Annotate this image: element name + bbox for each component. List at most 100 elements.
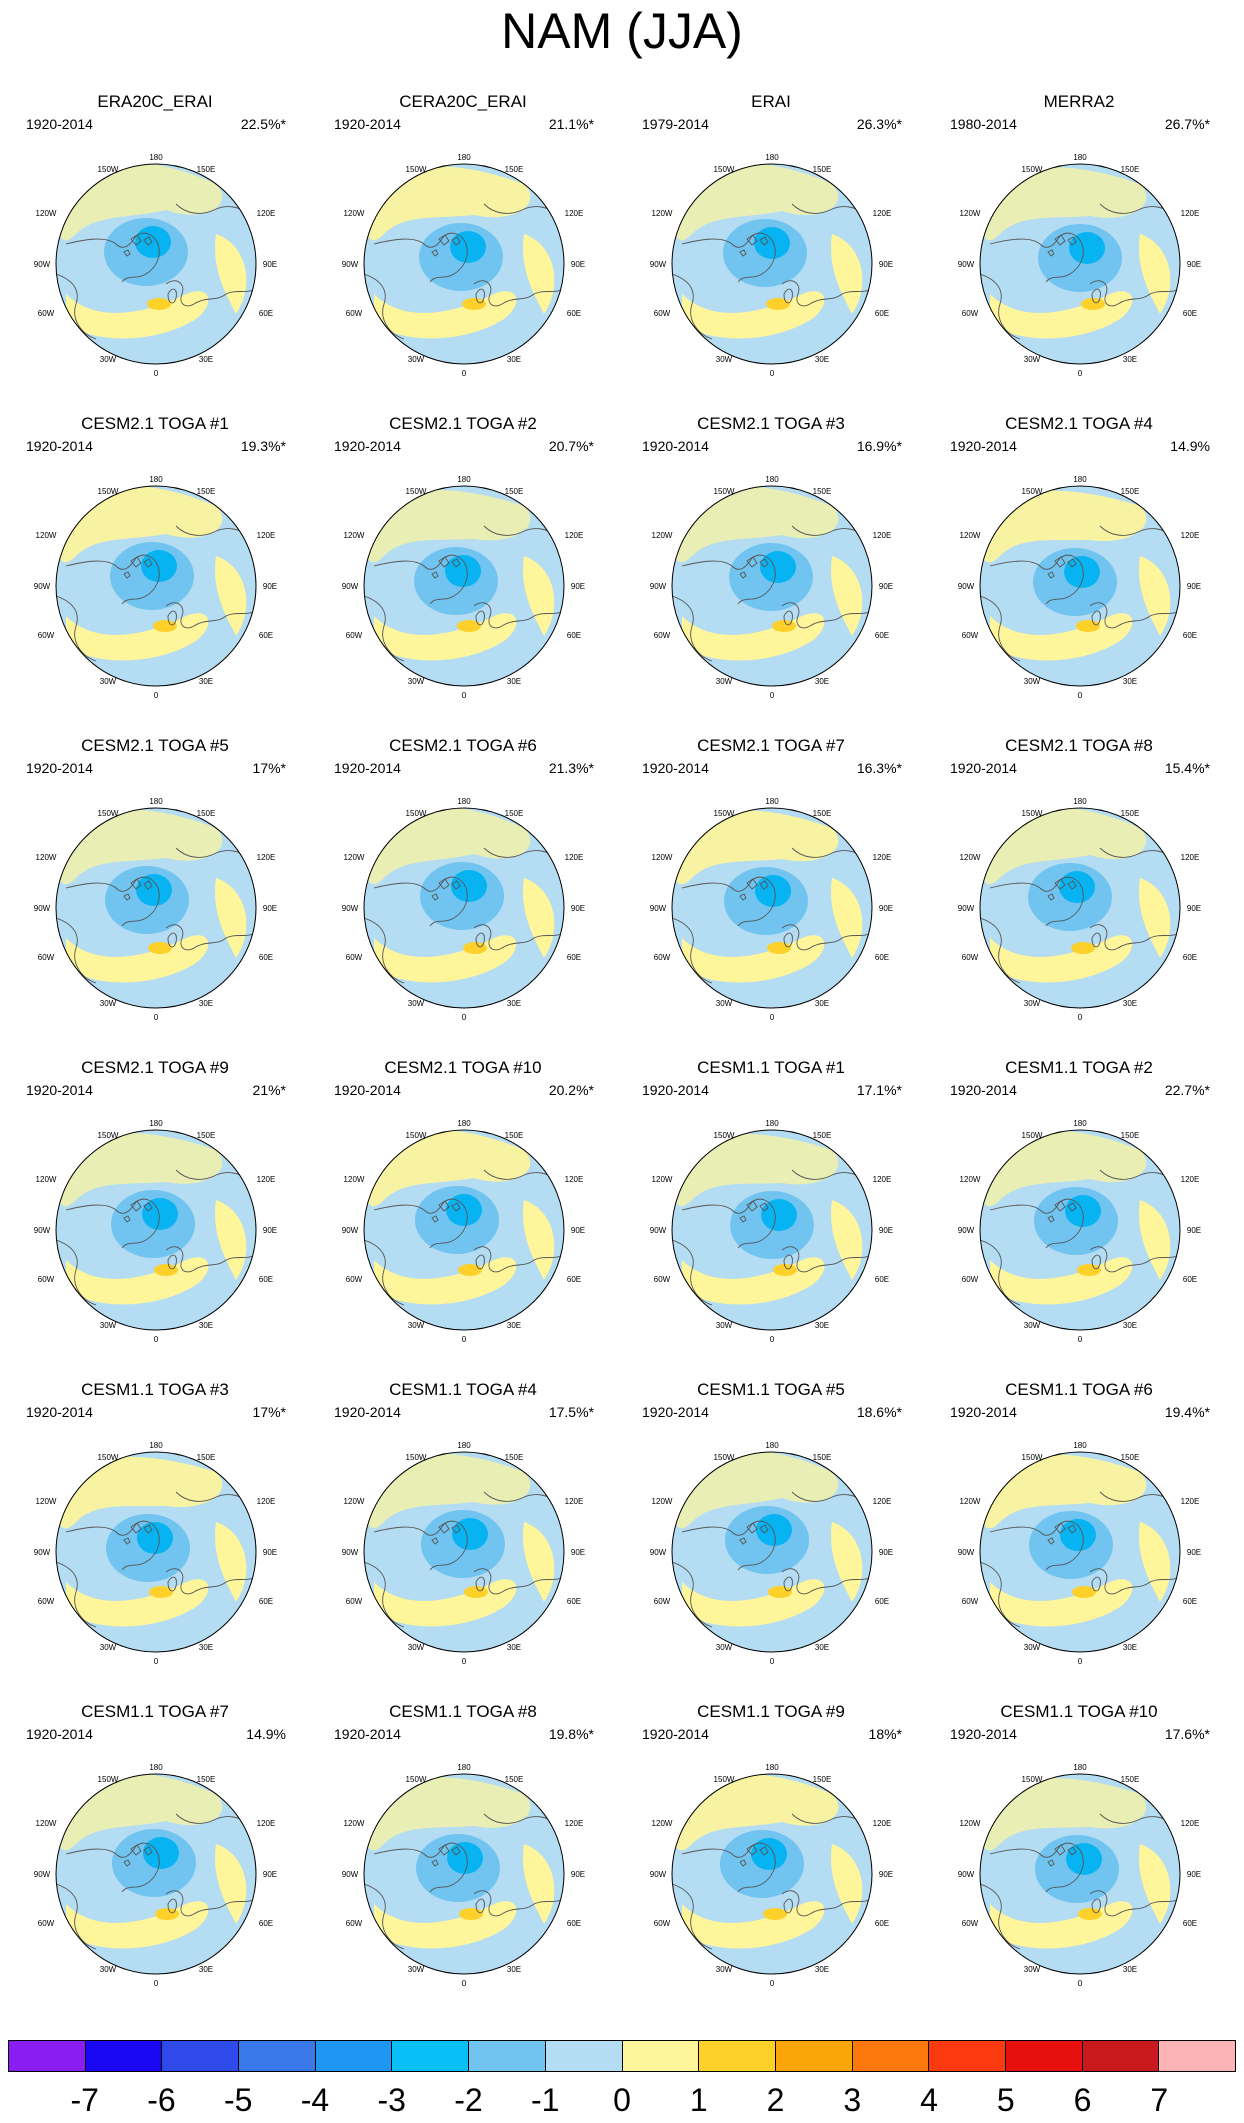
- lon-label: 180: [457, 153, 471, 162]
- lon-label: 30W: [408, 355, 425, 364]
- lon-label: 120E: [1181, 853, 1200, 862]
- lon-label: 60E: [259, 309, 273, 318]
- panel-title: ERA20C_ERAI: [97, 92, 213, 111]
- strong-negative-anomaly: [450, 231, 486, 263]
- panel-period: 1920-2014: [334, 116, 401, 132]
- map-panel: ERA20C_ERAI 1920-2014 22.5%* 180 0 150W 150E 12…: [0, 80, 310, 402]
- lon-label: 0: [462, 1657, 467, 1666]
- panel-variance-percent: 14.9%: [1170, 438, 1210, 454]
- lon-label: 150E: [197, 1453, 216, 1462]
- lon-label: 120W: [960, 209, 981, 218]
- lon-label: 150E: [813, 487, 832, 496]
- lon-label: 90E: [1187, 1548, 1201, 1557]
- lon-label: 120W: [960, 1497, 981, 1506]
- lon-label: 60W: [654, 631, 671, 640]
- map-boundary: [979, 1773, 1181, 1975]
- strong-negative-anomaly: [1064, 556, 1100, 588]
- panel-period: 1920-2014: [950, 760, 1017, 776]
- lon-label: 60W: [962, 631, 979, 640]
- lon-label: 120E: [873, 1175, 892, 1184]
- polar-map: 180 0 150W 150E 120W 120E 90W 90E 60W 60E 30W 30E: [324, 1734, 604, 2014]
- coastline: [431, 1844, 485, 1914]
- strong-negative-anomaly: [446, 1194, 482, 1226]
- panel-variance-percent: 18.6%*: [856, 1404, 902, 1420]
- lon-label: 0: [770, 1013, 775, 1022]
- lon-label: 150E: [1121, 1453, 1140, 1462]
- lon-label: 150W: [98, 1131, 119, 1140]
- panel-variance-percent: 26.7%*: [1164, 116, 1210, 132]
- lon-label: 180: [1073, 797, 1087, 806]
- positive-anomaly-region: [1139, 234, 1171, 314]
- positive-anomaly-region: [831, 234, 863, 314]
- coastline: [739, 556, 793, 626]
- lon-label: 60E: [875, 1275, 889, 1284]
- lon-label: 180: [457, 1119, 471, 1128]
- lon-label: 60W: [38, 309, 55, 318]
- coastline: [56, 525, 256, 662]
- lon-label: 150W: [98, 1453, 119, 1462]
- lon-label: 180: [457, 797, 471, 806]
- panel-variance-percent: 20.2%*: [548, 1082, 594, 1098]
- polar-map: 180 0 150W 150E 120W 120E 90W 90E 60W 60E 30W 30E: [940, 768, 1220, 1048]
- panel-title: CESM2.1 TOGA #10: [384, 1058, 542, 1077]
- lon-label: 150E: [505, 1131, 524, 1140]
- lon-label: 30W: [408, 1965, 425, 1974]
- panel-period: 1920-2014: [950, 438, 1017, 454]
- lon-label: 120E: [257, 853, 276, 862]
- lon-label: 30E: [1123, 355, 1137, 364]
- lon-label: 60E: [1183, 631, 1197, 640]
- strong-positive-anomaly: [763, 1908, 787, 1920]
- lon-label: 150E: [197, 809, 216, 818]
- strong-positive-anomaly: [148, 942, 172, 954]
- lon-label: 60W: [346, 953, 363, 962]
- positive-anomaly-region: [364, 165, 531, 241]
- coastline: [56, 1169, 256, 1306]
- panel-variance-percent: 17.5%*: [548, 1404, 594, 1420]
- polar-map: 180 0 150W 150E 120W 120E 90W 90E 60W 60E 30W 30E: [16, 1090, 296, 1370]
- lon-label: 60E: [259, 953, 273, 962]
- lon-label: 180: [457, 1763, 471, 1772]
- lon-label: 30W: [716, 1643, 733, 1652]
- lon-label: 150E: [1121, 165, 1140, 174]
- map-panel: CESM1.1 TOGA #6 1920-2014 19.4%* 180 0 150W 15…: [924, 1368, 1234, 1690]
- colorbar-tick-label: -2: [454, 2082, 483, 2118]
- lon-label: 120E: [873, 209, 892, 218]
- lon-label: 60W: [346, 309, 363, 318]
- lon-label: 90E: [879, 1548, 893, 1557]
- map-boundary: [363, 163, 565, 365]
- lon-label: 180: [149, 1119, 163, 1128]
- map-panel: CERA20C_ERAI 1920-2014 21.1%* 180 0 150W 150E 1…: [308, 80, 618, 402]
- colorbar-swatch: [392, 2041, 470, 2071]
- map-boundary: [979, 485, 1181, 687]
- colorbar-swatch: [469, 2041, 546, 2071]
- lon-label: 90W: [958, 1548, 975, 1557]
- lon-label: 0: [1078, 1335, 1083, 1344]
- panel-variance-percent: 21.1%*: [548, 116, 594, 132]
- lon-label: 90W: [342, 1226, 359, 1235]
- positive-anomaly-region: [1139, 878, 1171, 958]
- lon-label: 60W: [38, 1597, 55, 1606]
- positive-anomaly-region: [672, 1133, 839, 1207]
- lon-label: 30E: [1123, 677, 1137, 686]
- positive-anomaly-region: [364, 1453, 531, 1529]
- lon-label: 150E: [197, 487, 216, 496]
- coastline: [364, 1169, 564, 1306]
- map-panel: MERRA2 1980-2014 26.7%* 180 0 150W 150E 120W 120…: [924, 80, 1234, 402]
- panel-period: 1920-2014: [26, 116, 93, 132]
- lon-label: 30E: [507, 999, 521, 1008]
- lon-label: 120E: [1181, 209, 1200, 218]
- positive-anomaly-region: [980, 1453, 1147, 1529]
- colorbar-swatch: [929, 2041, 1006, 2071]
- lon-label: 90E: [879, 904, 893, 913]
- lon-label: 120W: [36, 1175, 57, 1184]
- panel-period: 1920-2014: [334, 760, 401, 776]
- panel-period: 1979-2014: [642, 116, 709, 132]
- lon-label: 30W: [716, 355, 733, 364]
- panel-period: 1920-2014: [26, 1082, 93, 1098]
- panel-title: CESM2.1 TOGA #4: [1005, 414, 1153, 433]
- strong-positive-anomaly: [457, 620, 481, 632]
- polar-map: 180 0 150W 150E 120W 120E 90W 90E 60W 60E 30W 30E: [16, 1412, 296, 1692]
- colorbar-swatch: [852, 2041, 930, 2071]
- lon-label: 30E: [507, 677, 521, 686]
- panel-title: CESM2.1 TOGA #1: [81, 414, 229, 433]
